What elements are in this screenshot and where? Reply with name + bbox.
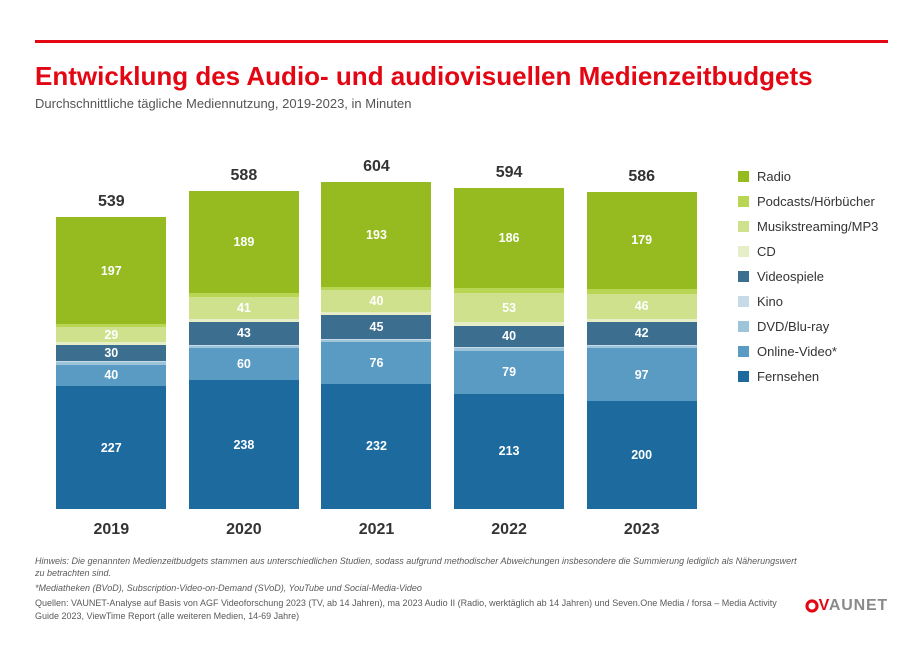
legend-label: Kino <box>757 294 783 309</box>
legend-label: Musikstreaming/MP3 <box>757 219 878 234</box>
stacked-bar: 179 46 42 97200 <box>587 192 697 509</box>
bar-segment-musikstream: 29 <box>56 327 166 343</box>
legend-swatch <box>738 246 749 257</box>
x-axis-label: 2023 <box>587 521 697 539</box>
bar-total-label: 586 <box>628 168 655 186</box>
vaunet-logo: VAUNET <box>805 597 888 615</box>
legend-item-kino: Kino <box>738 294 888 309</box>
bar-segment-fernsehen: 232 <box>321 384 431 510</box>
bar-segment-onlinevideo: 76 <box>321 342 431 383</box>
legend-swatch <box>738 296 749 307</box>
bar-segment-fernsehen: 213 <box>454 394 564 509</box>
bar-segment-radio: 179 <box>587 192 697 289</box>
legend-item-fernsehen: Fernsehen <box>738 369 888 384</box>
bar-segment-fernsehen: 238 <box>189 380 299 509</box>
legend-label: Online-Video* <box>757 344 837 359</box>
bar-segment-videogames: 43 <box>189 322 299 345</box>
legend-item-cd: CD <box>738 244 888 259</box>
stacked-bar: 186 53 40 79213 <box>454 188 564 509</box>
x-axis-label: 2021 <box>321 521 431 539</box>
bar-segment-videogames: 40 <box>454 326 564 348</box>
x-axis-label: 2019 <box>56 521 166 539</box>
source-label: Quellen: <box>35 598 69 608</box>
logo-rest: AUNET <box>829 597 888 614</box>
bar-segment-radio: 193 <box>321 182 431 286</box>
bar-total-label: 588 <box>231 167 258 185</box>
chart-container: 5391972930402275881894143602386041934045… <box>35 139 888 539</box>
bar-segment-radio: 197 <box>56 217 166 324</box>
bar-segment-onlinevideo: 79 <box>454 351 564 394</box>
bar-segment-onlinevideo: 97 <box>587 348 697 400</box>
bar-total-label: 594 <box>496 164 523 182</box>
logo-v: V <box>819 597 829 614</box>
legend-label: Videospiele <box>757 269 824 284</box>
x-axis-labels: 2019 2020 2021 2022 2023 <box>35 509 718 539</box>
chart-legend: Radio Podcasts/Hörbücher Musikstreaming/MP… <box>718 139 888 394</box>
legend-item-musikstream: Musikstreaming/MP3 <box>738 219 888 234</box>
bar-segment-radio: 189 <box>189 191 299 293</box>
bar-segment-fernsehen: 227 <box>56 386 166 509</box>
asterisk-note: *Mediatheken (BVoD), Subscription-Video-… <box>35 582 798 594</box>
chart-title: Entwicklung des Audio- und audiovisuelle… <box>35 61 888 92</box>
bar-segment-radio: 186 <box>454 188 564 289</box>
legend-item-onlinevideo: Online-Video* <box>738 344 888 359</box>
legend-swatch <box>738 371 749 382</box>
chart-notes: Hinweis: Die genannten Medienzeitbudgets… <box>35 555 888 622</box>
stacked-bar: 197 29 30 40227 <box>56 217 166 509</box>
bar-segment-musikstream: 46 <box>587 294 697 319</box>
bar-segment-onlinevideo: 40 <box>56 365 166 387</box>
header-rule <box>35 40 888 43</box>
bar-segment-videogames: 45 <box>321 315 431 339</box>
legend-swatch <box>738 271 749 282</box>
bar-total-label: 539 <box>98 193 125 211</box>
legend-swatch <box>738 321 749 332</box>
bar-segment-videogames: 30 <box>56 345 166 361</box>
legend-item-videogames: Videospiele <box>738 269 888 284</box>
legend-item-radio: Radio <box>738 169 888 184</box>
x-axis-label: 2022 <box>454 521 564 539</box>
legend-label: Radio <box>757 169 791 184</box>
legend-item-dvd: DVD/Blu-ray <box>738 319 888 334</box>
bar-column: 594 186 53 40 79213 <box>454 164 564 509</box>
bar-segment-fernsehen: 200 <box>587 401 697 509</box>
legend-swatch <box>738 221 749 232</box>
legend-label: Fernsehen <box>757 369 819 384</box>
chart-left: 5391972930402275881894143602386041934045… <box>35 139 718 539</box>
bar-segment-musikstream: 53 <box>454 293 564 322</box>
bar-segment-onlinevideo: 60 <box>189 348 299 380</box>
bar-total-label: 604 <box>363 158 390 176</box>
legend-swatch <box>738 346 749 357</box>
bar-segment-musikstream: 41 <box>189 297 299 319</box>
stacked-bar: 189 41 43 60238 <box>189 191 299 509</box>
legend-swatch <box>738 171 749 182</box>
bar-column: 586 179 46 42 97200 <box>587 168 697 509</box>
bar-column: 588 189 41 43 60238 <box>189 167 299 509</box>
source-text: VAUNET-Analyse auf Basis von AGF Videofo… <box>35 598 777 620</box>
legend-label: DVD/Blu-ray <box>757 319 829 334</box>
x-axis-label: 2020 <box>189 521 299 539</box>
hint-label: Hinweis: <box>35 556 69 566</box>
bar-column: 604 193 40 45 76232 <box>321 158 431 509</box>
legend-label: CD <box>757 244 776 259</box>
chart-plot-area: 5391972930402275881894143602386041934045… <box>35 139 718 509</box>
hint-text: Die genannten Medienzeitbudgets stammen … <box>35 556 797 578</box>
stacked-bar: 193 40 45 76232 <box>321 182 431 509</box>
bar-column: 539 197 29 30 40227 <box>56 193 166 509</box>
bar-segment-videogames: 42 <box>587 322 697 345</box>
legend-swatch <box>738 196 749 207</box>
legend-item-podcasts: Podcasts/Hörbücher <box>738 194 888 209</box>
bar-segment-musikstream: 40 <box>321 290 431 312</box>
legend-label: Podcasts/Hörbücher <box>757 194 875 209</box>
chart-subtitle: Durchschnittliche tägliche Mediennutzung… <box>35 96 888 111</box>
